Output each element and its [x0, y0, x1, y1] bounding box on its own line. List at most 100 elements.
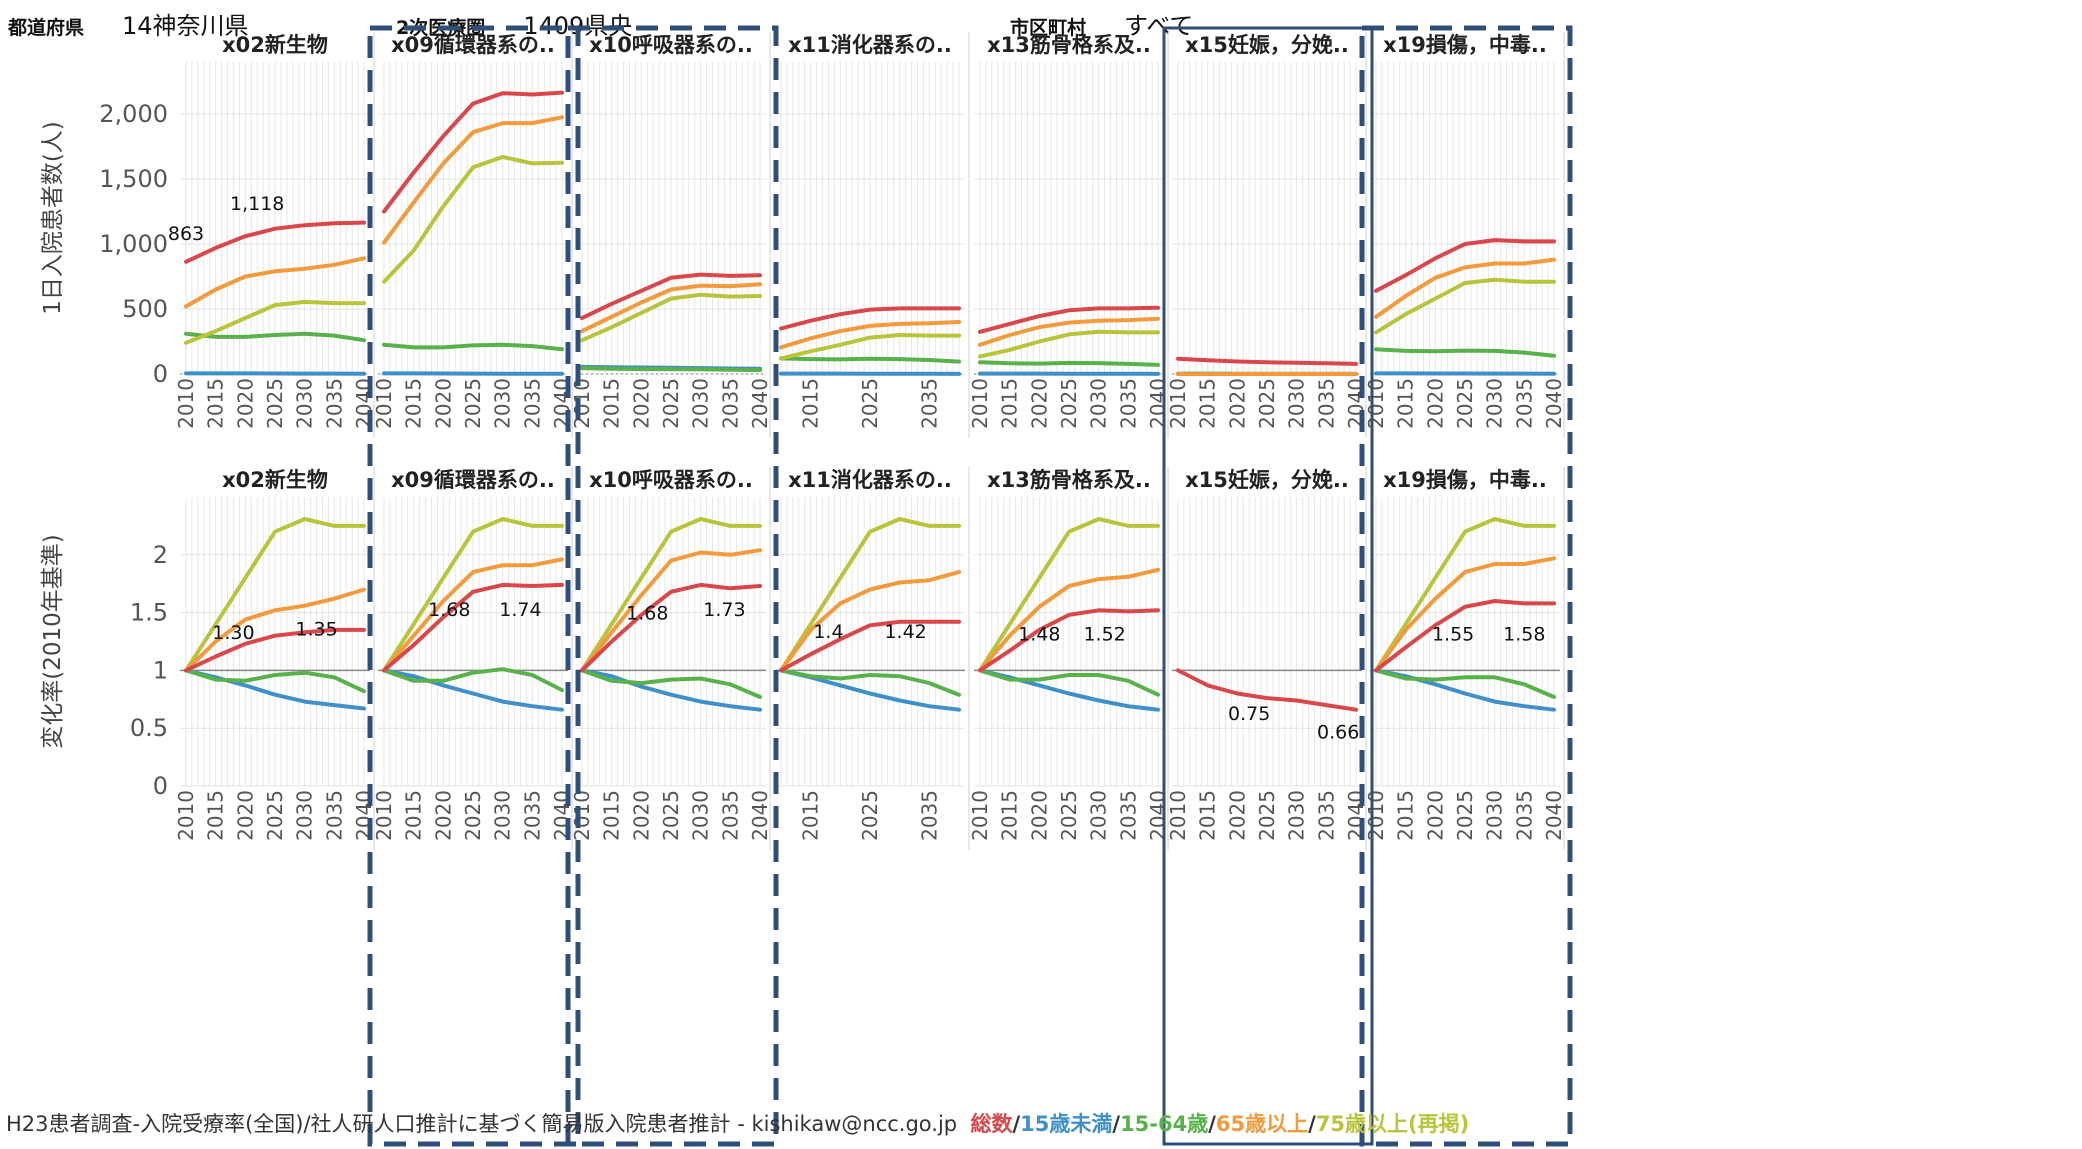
x-tick-label: 2010 [968, 378, 992, 429]
series-line-age15_64 [779, 668, 961, 697]
x-tick-label: 2010 [570, 790, 594, 841]
y-tick-label: 1.5 [130, 599, 168, 627]
footer-source: H23患者調査-入院受療率(全国)/社人研人口推計に基づく簡易版入院患者推計 -… [6, 1112, 958, 1136]
panel-title: x02新生物 [222, 468, 328, 492]
legend-part-4: 15-64歳 [1120, 1112, 1209, 1136]
highlight-box-dashed [367, 25, 581, 1147]
x-tick-label: 2025 [858, 790, 882, 841]
series-line-over75 [978, 329, 1160, 359]
legend-part-6: 65歳以上 [1215, 1112, 1309, 1136]
footer-note: H23患者調査-入院受療率(全国)/社人研人口推計に基づく簡易版入院患者推計 -… [6, 1108, 1469, 1138]
y-tick-label: 1,000 [99, 230, 168, 258]
x-tick-label: 2040 [1146, 378, 1170, 429]
x-tick-label: 2015 [402, 790, 426, 841]
x-tick-label: 2035 [718, 790, 742, 841]
data-label: 1.42 [884, 621, 926, 643]
x-tick-label: 2015 [204, 790, 228, 841]
data-label: 1.73 [703, 599, 745, 621]
x-tick-label: 2015 [600, 790, 624, 841]
x-tick-label: 2040 [748, 378, 772, 429]
series-line-age15_64 [580, 366, 762, 373]
data-label: 1.48 [1018, 623, 1060, 645]
x-tick-label: 2020 [1225, 378, 1249, 429]
panel-title: x02新生物 [222, 33, 328, 57]
x-tick-label: 2025 [1255, 790, 1279, 841]
x-tick-label: 2025 [263, 790, 287, 841]
x-tick-label: 2025 [461, 790, 485, 841]
x-tick-label: 2015 [600, 378, 624, 429]
legend-part-2: 15歳未満 [1020, 1112, 1113, 1136]
x-tick-label: 2035 [322, 790, 346, 841]
x-tick-label: 2010 [1364, 790, 1388, 841]
series-line-over65 [1374, 257, 1556, 319]
x-tick-label: 2015 [1394, 790, 1418, 841]
x-tick-label: 2035 [1314, 790, 1338, 841]
series-line-total [779, 306, 961, 331]
x-tick-label: 2040 [1542, 790, 1566, 841]
x-tick-label: 2035 [520, 790, 544, 841]
series-line-over65 [382, 557, 564, 673]
x-tick-label: 2010 [174, 378, 198, 429]
x-tick-label: 2040 [748, 790, 772, 841]
x-tick-label: 2025 [1057, 378, 1081, 429]
x-tick-label: 2035 [1512, 378, 1536, 429]
x-tick-label: 2035 [917, 378, 941, 429]
series-line-over75 [382, 517, 564, 673]
x-tick-label: 2015 [1394, 378, 1418, 429]
series-line-total [382, 90, 564, 214]
x-tick-label: 2025 [659, 378, 683, 429]
x-tick-label: 2030 [293, 790, 317, 841]
filter-municipality-value[interactable]: すべて [1124, 12, 1194, 40]
panel-title: x13筋骨格系及.. [987, 468, 1151, 492]
y-tick-label: 1 [153, 656, 168, 684]
x-tick-label: 2035 [917, 790, 941, 841]
x-tick-label: 2025 [858, 378, 882, 429]
x-tick-label: 2015 [998, 790, 1022, 841]
x-tick-label: 2015 [799, 790, 823, 841]
data-label: 1.4 [813, 621, 843, 643]
data-label: 1.35 [295, 619, 337, 641]
x-tick-label: 2010 [372, 378, 396, 429]
series-line-over65 [978, 316, 1160, 347]
series-line-total [184, 220, 366, 264]
x-tick-label: 2010 [1364, 378, 1388, 429]
data-label: 0.75 [1228, 703, 1270, 725]
x-tick-label: 2030 [1087, 790, 1111, 841]
series-line-total [1374, 238, 1556, 293]
x-tick-label: 2020 [1225, 790, 1249, 841]
x-tick-label: 2020 [1423, 790, 1447, 841]
x-tick-label: 2035 [520, 378, 544, 429]
x-tick-label: 2020 [233, 790, 257, 841]
x-tick-label: 2010 [174, 790, 198, 841]
x-tick-label: 2030 [491, 378, 515, 429]
x-tick-label: 2025 [1255, 378, 1279, 429]
x-tick-label: 2010 [968, 790, 992, 841]
series-line-over65 [184, 256, 366, 309]
panel-title: x15妊娠，分娩.. [1185, 468, 1349, 492]
series-line-under15 [184, 668, 366, 711]
x-tick-label: 2025 [1057, 790, 1081, 841]
x-tick-label: 2030 [1483, 378, 1507, 429]
data-label: 1.30 [212, 622, 254, 644]
x-tick-label: 2015 [1196, 378, 1220, 429]
series-line-age15_64 [184, 331, 366, 343]
x-tick-label: 2040 [1146, 790, 1170, 841]
x-tick-label: 2030 [491, 790, 515, 841]
x-tick-label: 2030 [1087, 378, 1111, 429]
x-tick-label: 2030 [1285, 378, 1309, 429]
x-tick-label: 2010 [570, 378, 594, 429]
y-tick-label: 0.5 [130, 714, 168, 742]
x-tick-label: 2030 [1483, 790, 1507, 841]
x-tick-label: 2035 [1512, 790, 1536, 841]
x-tick-label: 2020 [1027, 378, 1051, 429]
filter-prefecture-value[interactable]: 14神奈川県 [122, 12, 249, 40]
x-tick-label: 2030 [689, 790, 713, 841]
y-axis-label-row1: 変化率(2010年基準) [40, 534, 66, 748]
x-tick-label: 2020 [1423, 378, 1447, 429]
x-tick-label: 2025 [1453, 378, 1477, 429]
panel-title: x11消化器系の.. [788, 468, 952, 492]
y-tick-label: 500 [122, 295, 168, 323]
series-line-age15_64 [184, 668, 366, 694]
filter-prefecture-label: 都道府県 [8, 17, 85, 39]
